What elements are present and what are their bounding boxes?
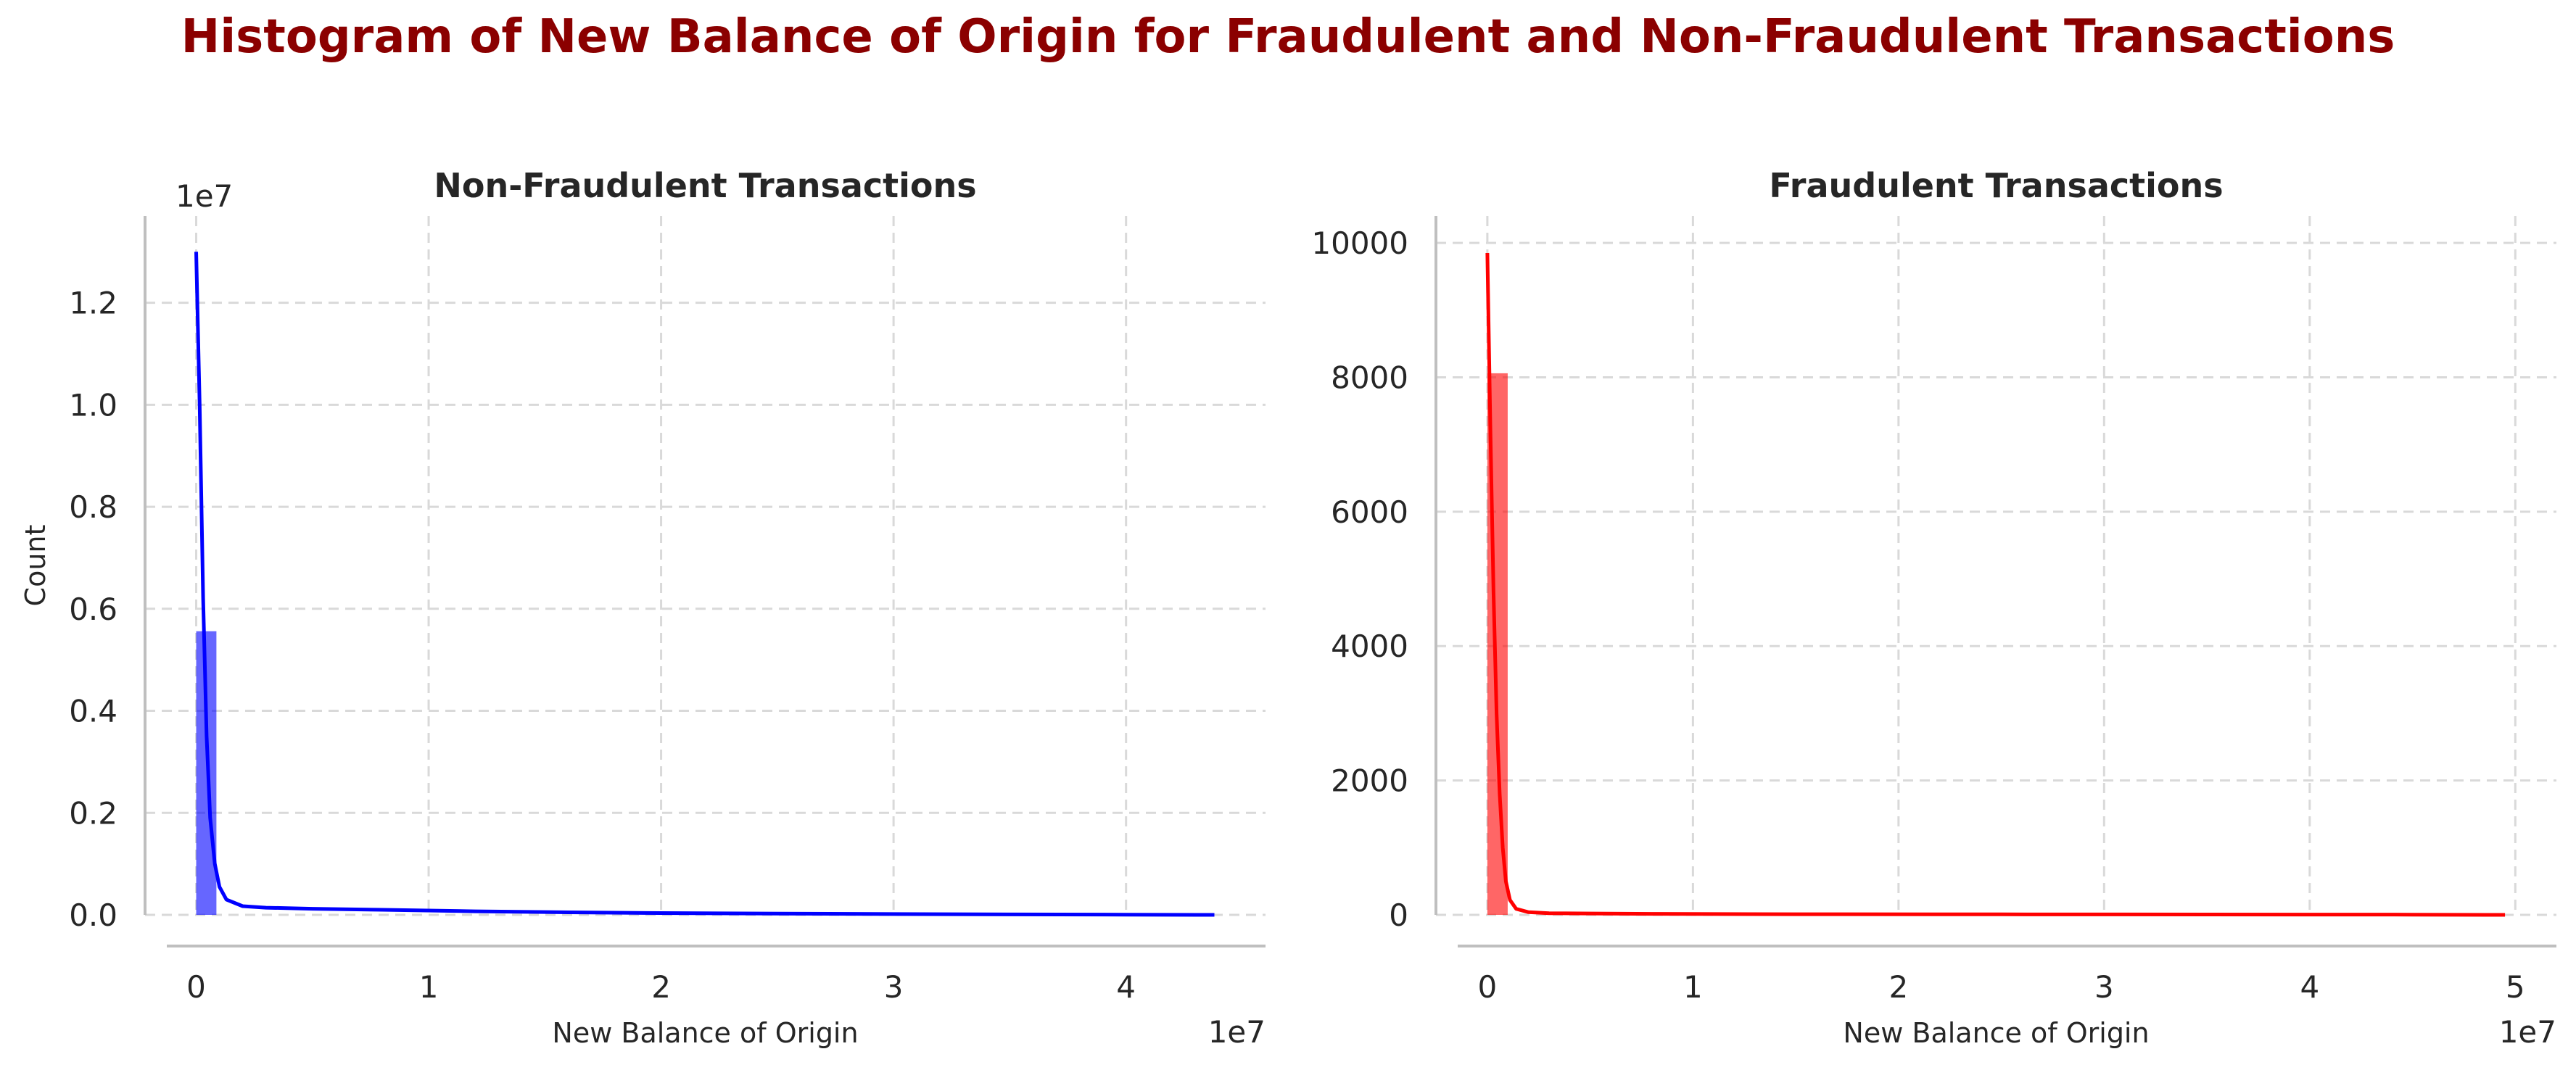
y-offset-label: 1e7: [176, 178, 233, 214]
x-offset-label: 1e7: [2499, 1014, 2556, 1050]
x-tick-label: 2: [651, 969, 671, 1005]
figure-title: Histogram of New Balance of Origin for F…: [181, 10, 2395, 64]
kde-line: [1485, 252, 2506, 917]
x-tick-label: 1: [1683, 969, 1703, 1005]
y-tick-label: 0.0: [69, 897, 117, 933]
kde-line: [194, 252, 1215, 917]
x-offset-label: 1e7: [1208, 1014, 1266, 1050]
y-tick-label: 8000: [1331, 360, 1408, 395]
y-tick-label: 0.4: [69, 694, 117, 729]
x-tick-label: 0: [1478, 969, 1498, 1005]
x-tick-label: 3: [884, 969, 904, 1005]
x-tick-label: 4: [1116, 969, 1136, 1005]
x-tick-label: 0: [186, 969, 206, 1005]
y-tick-label: 1.2: [69, 286, 117, 321]
x-tick-label: 2: [1888, 969, 1908, 1005]
x-axis-label: New Balance of Origin: [1843, 1017, 2149, 1049]
x-tick-label: 3: [2094, 969, 2114, 1005]
chart-panel-1: 0 1 2 3 4 0.0 0.2 0.4 0.6 0.8 1.0 1.2 1e7 1e7 Non-Frau…: [20, 166, 1266, 1050]
y-tick-label: 0.8: [69, 489, 117, 525]
y-tick-label: 6000: [1331, 494, 1408, 530]
y-tick-label: 10000: [1311, 225, 1408, 261]
y-axis-label: Count: [20, 525, 51, 607]
x-tick-label: 1: [419, 969, 439, 1005]
chart-panel-2: 0 1 2 3 4 5 0 2000 4000 6000 8000 10000 1e7 Fraudulen…: [1311, 166, 2556, 1050]
y-tick-label: 2000: [1331, 763, 1408, 799]
x-tick-label: 5: [2506, 969, 2525, 1005]
y-tick-label: 0: [1389, 897, 1408, 933]
subplot-title: Fraudulent Transactions: [1769, 166, 2223, 205]
y-tick-label: 0.6: [69, 592, 117, 627]
y-tick-label: 0.2: [69, 795, 117, 831]
y-tick-label: 1.0: [69, 387, 117, 423]
x-axis-label: New Balance of Origin: [552, 1017, 858, 1049]
subplot-title: Non-Fraudulent Transactions: [434, 166, 976, 205]
x-tick-label: 4: [2300, 969, 2319, 1005]
y-tick-label: 4000: [1331, 629, 1408, 664]
